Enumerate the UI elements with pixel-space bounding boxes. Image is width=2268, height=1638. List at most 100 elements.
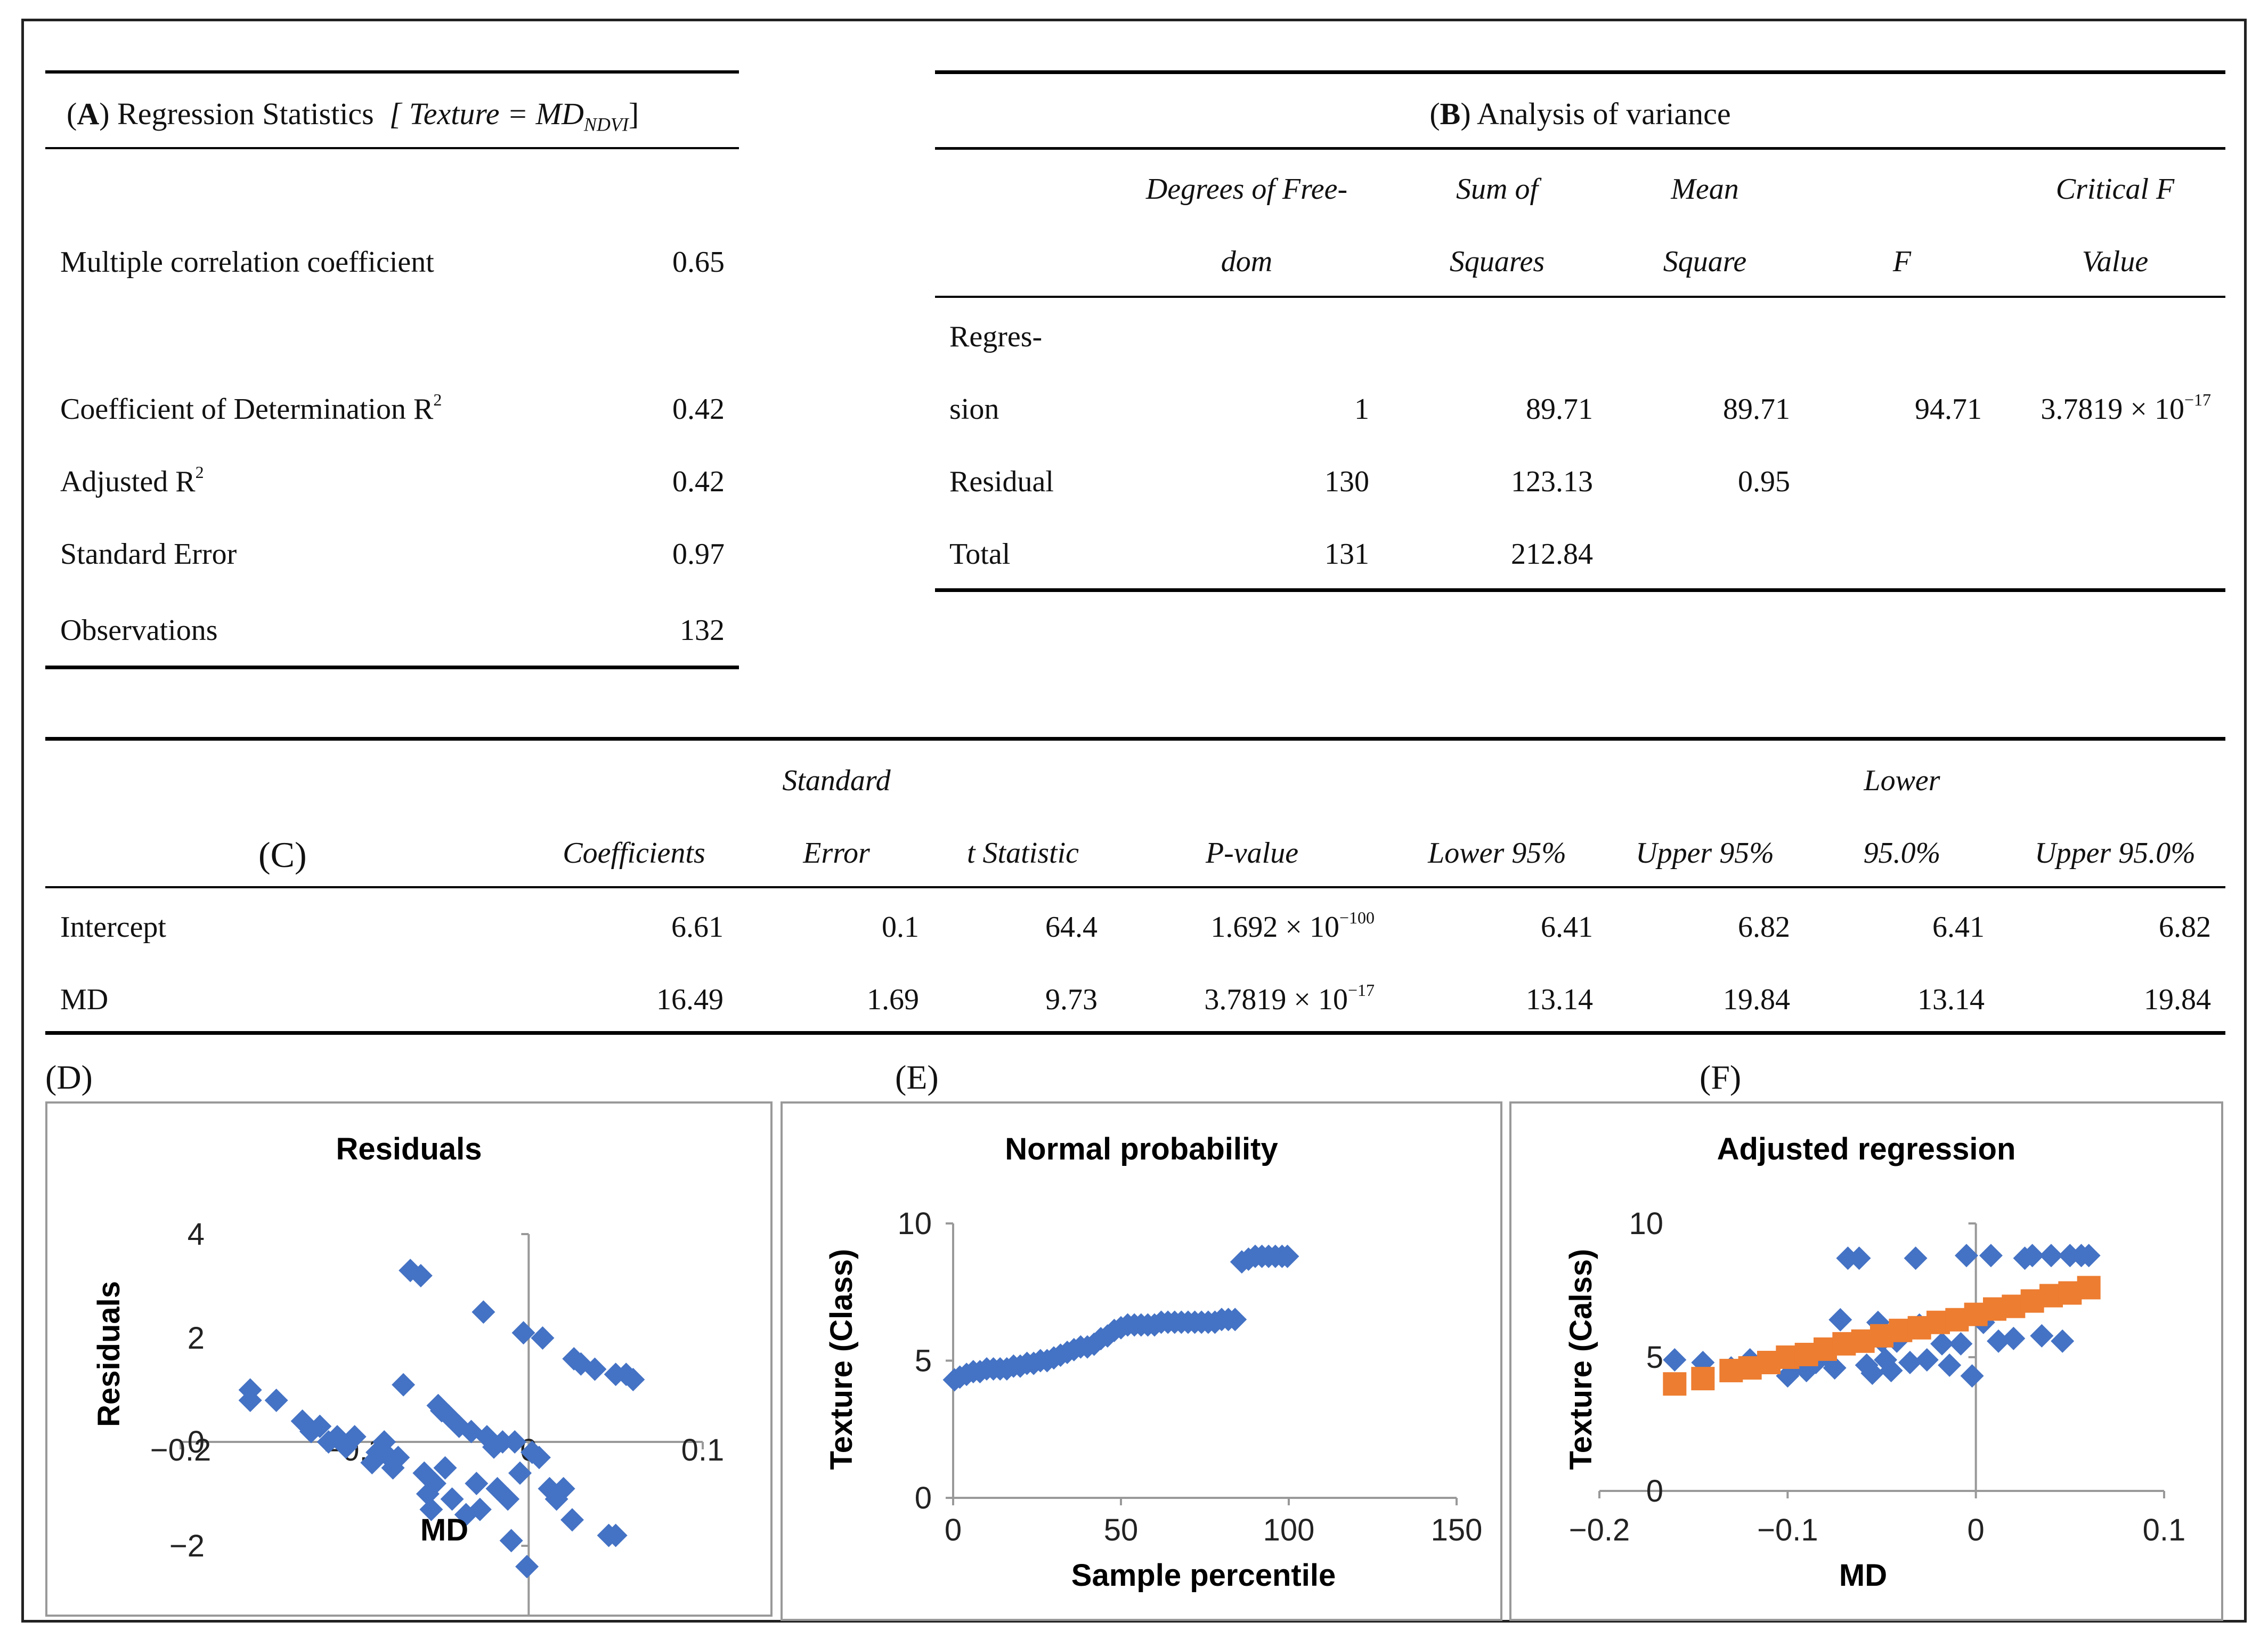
data-point-diamond xyxy=(308,1414,332,1438)
chart-adjusted-regression-box: Adjusted regression −0.2 −0.1 0 0.1 10 5 0 MD Tex… xyxy=(1509,1101,2223,1621)
data-point-diamond xyxy=(2020,1244,2044,1268)
data-point-diamond xyxy=(1898,1351,1922,1375)
table-a-label: Multiple correlation coefficient xyxy=(60,246,434,279)
table-b-header: Square xyxy=(1663,245,1747,278)
table-c-header: t Statistic xyxy=(967,837,1079,870)
data-point-diamond xyxy=(264,1389,288,1412)
x-axis-label: MD xyxy=(420,1513,468,1547)
data-point-diamond xyxy=(531,1326,555,1350)
data-point-diamond xyxy=(422,1472,446,1495)
table-c-header: Lower xyxy=(1864,764,1940,797)
data-point-diamond xyxy=(1949,1332,1973,1356)
table-b-row-label: Residual xyxy=(949,465,1054,498)
table-b-header: Value xyxy=(2082,245,2149,278)
table-a-value: 0.65 xyxy=(672,246,725,279)
data-point-diamond xyxy=(238,1389,262,1412)
x-axis-label: Sample percentile xyxy=(1071,1558,1336,1593)
table-a-label: Observations xyxy=(60,614,218,647)
data-point-diamond xyxy=(1979,1244,2003,1268)
data-point-diamond xyxy=(440,1487,464,1511)
data-point-diamond xyxy=(1275,1244,1299,1268)
data-point-square xyxy=(2077,1276,2101,1300)
y-tick-label: 5 xyxy=(915,1344,932,1378)
table-c-cell: 13.14 xyxy=(1917,983,1985,1016)
data-point-diamond xyxy=(1823,1356,1847,1380)
table-c-cell: 16.49 xyxy=(656,983,724,1016)
y-tick-label: 0 xyxy=(915,1481,932,1515)
x-tick-label: −0.2 xyxy=(150,1433,212,1467)
table-a-value: 0.97 xyxy=(672,538,725,571)
data-point-diamond xyxy=(472,1300,495,1324)
table-a-value: 0.42 xyxy=(672,393,725,426)
data-point-diamond xyxy=(1095,1324,1119,1348)
table-c-cell: 64.4 xyxy=(1045,911,1098,944)
y-axis-label: Residuals xyxy=(92,1281,126,1427)
panel-label-f: (F) xyxy=(1700,1058,1742,1096)
data-point-diamond xyxy=(2039,1244,2063,1268)
table-b-cell: 89.71 xyxy=(1526,393,1593,426)
table-c-cell: 1.692 × 10−100 xyxy=(1210,908,1375,944)
table-c-cell: 19.84 xyxy=(2144,983,2211,1016)
data-point-diamond xyxy=(1828,1308,1852,1332)
table-b-cell: 89.71 xyxy=(1723,393,1790,426)
data-point-diamond xyxy=(343,1425,367,1449)
x-tick-label: 0.1 xyxy=(681,1433,725,1467)
table-b-header: Sum of xyxy=(1456,173,1538,206)
table-a-value: 132 xyxy=(680,614,725,647)
table-a-label: Standard Error xyxy=(60,538,237,571)
y-tick-label: −2 xyxy=(169,1529,205,1563)
table-c-header: Upper 95% xyxy=(1636,837,1774,870)
x-axis-label: MD xyxy=(1839,1558,1887,1593)
data-point-diamond xyxy=(2030,1324,2054,1348)
table-c-cell: 3.7819 × 10−17 xyxy=(1204,980,1375,1016)
table-c-header: Coefficients xyxy=(563,837,705,870)
x-tick-label: 0 xyxy=(945,1513,962,1547)
table-b-cell: 3.7819 × 10−17 xyxy=(2041,390,2211,426)
y-tick-label: 0 xyxy=(1646,1474,1663,1509)
y-tick-label: 4 xyxy=(188,1217,205,1252)
table-b-header: Mean xyxy=(1671,173,1739,206)
table-c-header: 95.0% xyxy=(1863,837,1941,870)
table-a-value: 0.42 xyxy=(672,465,725,498)
table-c-cell: 6.82 xyxy=(2159,911,2211,944)
table-c-cell: 6.82 xyxy=(1738,911,1790,944)
table-b-header: Squares xyxy=(1449,245,1545,278)
data-point-diamond xyxy=(527,1446,551,1470)
data-point-diamond xyxy=(496,1487,520,1511)
table-b-cell: 94.71 xyxy=(1915,393,1982,426)
table-b-row-label: Total xyxy=(949,538,1011,571)
data-point-diamond xyxy=(1223,1308,1247,1332)
data-point-diamond xyxy=(583,1357,607,1381)
table-b-cell: 130 xyxy=(1324,465,1369,498)
y-axis-label: Texture (Calss) xyxy=(1564,1249,1598,1470)
data-point-diamond xyxy=(560,1508,584,1532)
data-point-diamond xyxy=(515,1555,539,1578)
y-tick-label: 10 xyxy=(1629,1206,1663,1241)
data-point-diamond xyxy=(1855,1353,1879,1377)
table-c-header: Lower 95% xyxy=(1428,837,1566,870)
data-point-diamond xyxy=(503,1430,527,1454)
table-c-cell: 6.41 xyxy=(1932,911,1985,944)
chart-title: Normal probability xyxy=(1005,1132,1278,1166)
data-point-diamond xyxy=(604,1523,628,1547)
table-c-header: Error xyxy=(803,837,870,870)
x-tick-label: 150 xyxy=(1431,1513,1483,1547)
chart-adjusted-regression: Adjusted regression −0.2 −0.1 0 0.1 10 5 0 MD Tex… xyxy=(1564,1132,2185,1593)
table-b-cell: 0.95 xyxy=(1738,465,1790,498)
table-b-cell: 123.13 xyxy=(1511,465,1593,498)
y-tick-label: 5 xyxy=(1646,1340,1663,1375)
data-point-diamond xyxy=(1930,1332,1954,1356)
data-point-diamond xyxy=(499,1529,523,1553)
table-c-row-label: MD xyxy=(60,983,109,1016)
table-a-label: Coefficient of Determination R2 xyxy=(60,390,442,426)
table-b-cell: 212.84 xyxy=(1511,538,1593,571)
x-tick-label: 0 xyxy=(1968,1513,1985,1547)
y-tick-label: 0 xyxy=(188,1425,205,1459)
data-point-square xyxy=(1663,1372,1687,1396)
table-c-cell: 6.41 xyxy=(1541,911,1593,944)
data-point-diamond xyxy=(508,1461,532,1485)
y-tick-label: 10 xyxy=(897,1206,932,1241)
table-b-header: dom xyxy=(1221,245,1273,278)
x-tick-label: 50 xyxy=(1104,1513,1139,1547)
